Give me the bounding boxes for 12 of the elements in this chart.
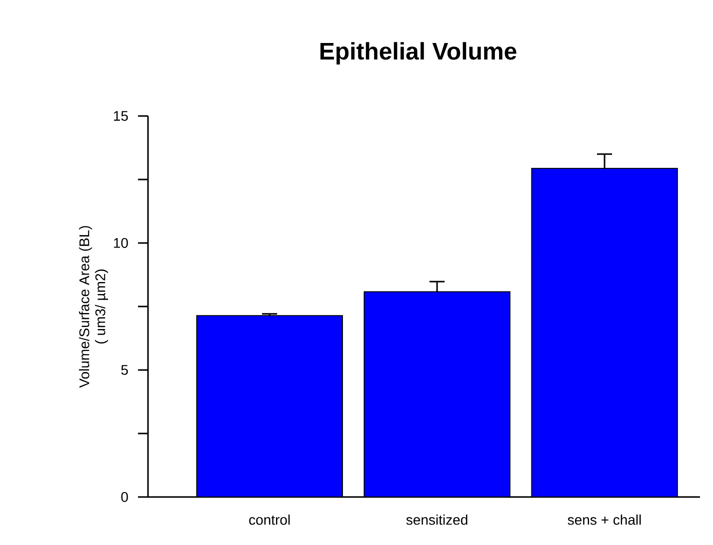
y-tick-label: 15 — [114, 111, 128, 121]
bar — [196, 315, 343, 497]
x-tick-label: control — [249, 514, 290, 525]
y-tick-label: 0 — [121, 492, 128, 502]
bar — [364, 291, 510, 497]
x-tick-label: sens + chall — [568, 514, 641, 525]
bar — [531, 168, 678, 497]
x-tick-label: sensitized — [406, 514, 468, 525]
chart-title: Epithelial Volume — [320, 42, 516, 64]
y-axis-title: Volume/Surface Area (BL) ( um3/ µm2) — [78, 226, 108, 388]
y-tick-label: 5 — [121, 365, 128, 375]
y-tick-label: 10 — [114, 238, 128, 248]
